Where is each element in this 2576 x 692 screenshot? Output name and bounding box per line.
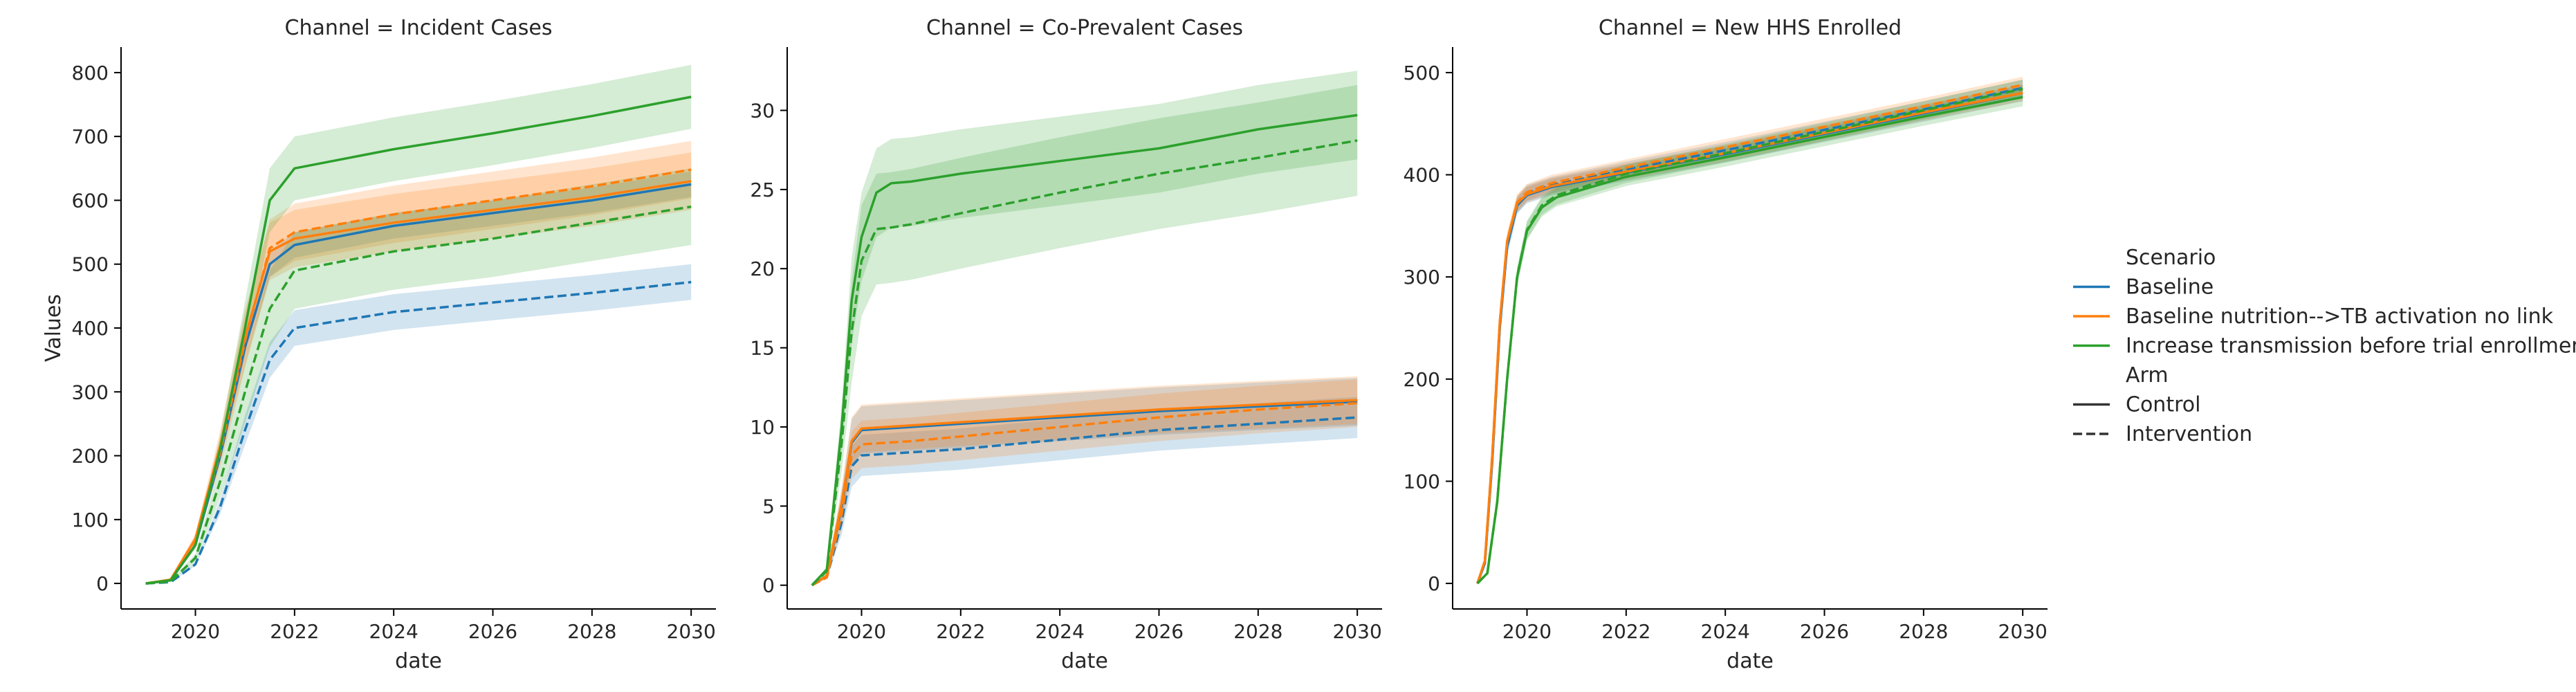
- y-tick-label: 0: [96, 572, 109, 595]
- x-tick-label: 2024: [369, 620, 418, 643]
- y-tick-label: 20: [750, 257, 775, 280]
- band-baseline-intervention: [811, 397, 1358, 585]
- y-tick-label: 100: [72, 509, 109, 531]
- line-baseline-nutrition-tb-activation-no-link-intervention: [1476, 83, 2023, 584]
- panel-3: 2020 2022 2024 2026 2028 2030 0 100 200 300 400 500…: [1404, 16, 2048, 673]
- band-increase-transmission-before-trial-enrollment-control: [811, 71, 1358, 585]
- x-tick-label: 2026: [1134, 620, 1184, 643]
- series-lines: [145, 95, 692, 585]
- y-tick-label: 0: [762, 574, 775, 597]
- line-baseline-nutrition-tb-activation-no-link-intervention: [145, 168, 692, 585]
- line-increase-transmission-before-trial-enrollment-control: [145, 95, 692, 585]
- x-tick-label: 2024: [1036, 620, 1085, 643]
- band-baseline-nutrition-tb-activation-no-link-control: [811, 376, 1358, 585]
- y-tick-label: 25: [750, 179, 775, 201]
- y-tick-label: 200: [1404, 368, 1440, 391]
- x-tick-label: 2028: [1233, 620, 1282, 643]
- line-increase-transmission-before-trial-enrollment-intervention: [1476, 87, 2023, 585]
- panel-title: Channel = Incident Cases: [285, 16, 553, 40]
- x-tick-label: 2030: [667, 620, 716, 643]
- legend-control-label: Control: [2126, 393, 2200, 417]
- series-lines: [811, 113, 1358, 587]
- y-tick-label: 30: [750, 99, 775, 122]
- y-tick-label: 200: [72, 445, 109, 468]
- line-baseline-nutrition-tb-activation-no-link-control: [811, 399, 1358, 587]
- band-baseline-nutrition-tb-activation-no-link-intervention: [145, 140, 692, 584]
- x-axis-label: date: [1727, 649, 1774, 673]
- panel-1: 2020 2022 2024 2026 2028 2030 0 100 200 300 400 500…: [42, 16, 716, 673]
- band-baseline-control: [811, 378, 1358, 585]
- line-baseline-nutrition-tb-activation-no-link-intervention: [811, 401, 1358, 587]
- x-tick-label: 2028: [1899, 620, 1948, 643]
- x-tick-label: 2020: [171, 620, 220, 643]
- line-increase-transmission-before-trial-enrollment-intervention: [811, 139, 1358, 586]
- x-tick-label: 2026: [1800, 620, 1849, 643]
- x-tick-label: 2022: [270, 620, 319, 643]
- x-tick-label: 2030: [1998, 620, 2048, 643]
- y-tick-label: 800: [72, 62, 109, 84]
- band-increase-transmission-before-trial-enrollment-control: [145, 64, 692, 584]
- y-tick-label: 15: [750, 337, 775, 360]
- x-tick-label: 2024: [1701, 620, 1750, 643]
- y-tick-label: 300: [1404, 266, 1440, 289]
- band-baseline-nutrition-tb-activation-no-link-intervention: [811, 379, 1358, 585]
- y-tick-label: 5: [762, 495, 775, 518]
- y-tick-label: 400: [72, 317, 109, 340]
- legend-baseline-label: Baseline: [2126, 275, 2214, 300]
- panel-2: 2020 2022 2024 2026 2028 2030 0 5 10 15 20 25 30 Chan…: [750, 16, 1382, 673]
- x-axis-label: date: [395, 649, 442, 673]
- series-lines: [1476, 83, 2023, 585]
- line-increase-transmission-before-trial-enrollment-control: [811, 113, 1358, 586]
- y-tick-label: 500: [72, 253, 109, 276]
- legend-hue-title: Scenario: [2126, 246, 2216, 270]
- line-baseline-intervention: [811, 416, 1358, 587]
- legend: Scenario Baseline Baseline nutrition-->TB …: [2073, 246, 2576, 446]
- band-increase-transmission-before-trial-enrollment-intervention: [145, 168, 692, 584]
- x-axis-label: date: [1061, 649, 1108, 673]
- x-tick-label: 2020: [1502, 620, 1552, 643]
- x-tick-label: 2026: [468, 620, 517, 643]
- x-tick-label: 2022: [1601, 620, 1650, 643]
- y-tick-label: 10: [750, 416, 775, 439]
- y-tick-label: 100: [1404, 470, 1440, 493]
- x-tick-label: 2030: [1333, 620, 1382, 643]
- y-tick-label: 600: [72, 189, 109, 212]
- x-tick-label: 2028: [567, 620, 616, 643]
- y-axis-label: Values: [42, 294, 66, 362]
- x-tick-label: 2020: [837, 620, 886, 643]
- x-tick-label: 2022: [936, 620, 985, 643]
- legend-increase-transmission-before-trial-enrollment-label: Increase transmission before trial enrol…: [2126, 334, 2576, 358]
- panel-title: Channel = New HHS Enrolled: [1599, 16, 1902, 40]
- band-baseline-nutrition-tb-activation-no-link-control: [145, 152, 692, 584]
- y-tick-label: 700: [72, 125, 109, 148]
- panels: 2020 2022 2024 2026 2028 20300100200300400500…: [42, 16, 2048, 673]
- line-baseline-nutrition-tb-activation-no-link-control: [1476, 91, 2023, 584]
- legend-baseline-nutrition-tb-activation-no-link-label: Baseline nutrition-->TB activation no li…: [2126, 304, 2554, 329]
- band-increase-transmission-before-trial-enrollment-intervention: [811, 84, 1358, 585]
- confidence-bands: [811, 71, 1358, 585]
- line-baseline-intervention: [145, 280, 692, 585]
- y-tick-label: 500: [1404, 62, 1440, 84]
- y-tick-label: 400: [1404, 164, 1440, 187]
- y-tick-label: 0: [1428, 572, 1440, 595]
- panel-title: Channel = Co-Prevalent Cases: [926, 16, 1243, 40]
- line-increase-transmission-before-trial-enrollment-intervention: [145, 205, 692, 585]
- legend-style-title: Arm: [2126, 363, 2169, 388]
- y-tick-label: 300: [72, 381, 109, 403]
- legend-intervention-label: Intervention: [2126, 422, 2252, 446]
